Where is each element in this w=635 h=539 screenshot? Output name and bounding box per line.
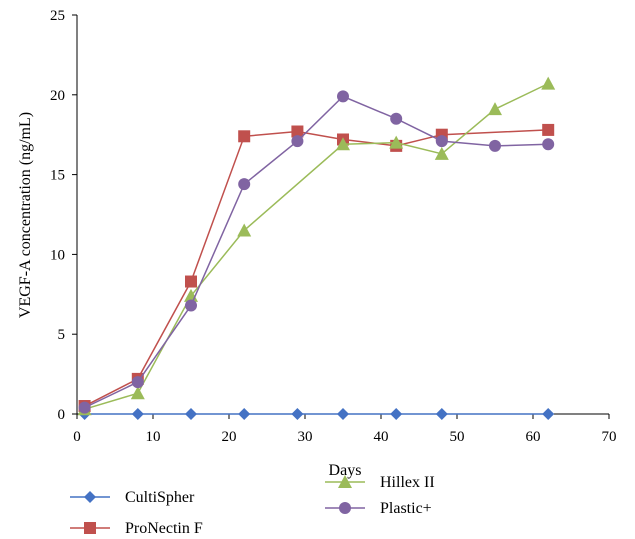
data-point [291, 135, 304, 148]
data-point [238, 130, 251, 143]
data-point [185, 408, 197, 420]
series-line [84, 95, 549, 409]
data-point [237, 223, 252, 237]
series-plastic- [78, 90, 555, 414]
x-tick-label: 0 [73, 429, 81, 445]
series-hillex-ii [77, 76, 556, 416]
legend-marker [338, 475, 352, 488]
legend-item: Plastic+ [325, 500, 432, 517]
data-point [291, 125, 304, 138]
y-tick-label: 20 [50, 88, 65, 104]
y-tick-label: 25 [50, 8, 65, 24]
data-point [489, 139, 501, 152]
y-tick-label: 5 [58, 327, 66, 343]
data-point [131, 376, 144, 389]
series-layer [77, 76, 556, 420]
x-tick-label: 30 [298, 429, 313, 445]
legend: CultiSpher ProNectin F Hillex II Plastic+ [70, 474, 435, 537]
data-point [389, 135, 404, 149]
data-point [131, 408, 144, 420]
data-point [542, 408, 555, 420]
x-tick-label: 50 [450, 429, 465, 445]
legend-label: Hillex II [380, 474, 435, 491]
y-axis-title: VEGF-A concentration (ng/mL) [17, 112, 34, 318]
data-point [541, 76, 556, 90]
data-point [542, 123, 555, 136]
data-point [337, 90, 349, 103]
data-point [78, 401, 91, 414]
legend-item: ProNectin F [70, 520, 203, 537]
legend-marker [84, 522, 96, 534]
y-tick-label: 15 [50, 168, 65, 184]
data-point [185, 299, 197, 312]
data-point [435, 408, 448, 420]
legend-label: ProNectin F [125, 520, 203, 537]
data-point [238, 408, 251, 420]
data-point [390, 408, 403, 420]
axes: 0 10 20 30 40 50 60 70 0 5 10 15 20 25 [50, 8, 617, 445]
y-tick-label: 0 [58, 407, 66, 423]
legend-label: CultiSpher [125, 489, 195, 506]
legend-label: Plastic+ [380, 500, 432, 517]
data-point [238, 178, 251, 191]
x-tick-label: 40 [374, 429, 389, 445]
data-point [435, 135, 448, 148]
data-point [488, 102, 502, 116]
legend-marker [339, 502, 351, 514]
data-point [390, 112, 403, 125]
series-cultispher [78, 408, 555, 420]
x-tick-label: 70 [602, 429, 617, 445]
data-point [336, 137, 350, 151]
legend-item: Hillex II [325, 474, 435, 491]
data-point [337, 408, 349, 420]
data-point [434, 146, 449, 160]
x-tick-label: 10 [146, 429, 161, 445]
data-point [542, 138, 555, 151]
x-tick-label: 60 [526, 429, 541, 445]
data-point [185, 275, 197, 288]
x-axis-title: Days [329, 462, 362, 479]
data-point [291, 408, 304, 420]
x-tick-label: 20 [222, 429, 237, 445]
y-tick-label: 10 [50, 247, 65, 263]
data-point [130, 386, 145, 400]
legend-item: CultiSpher [70, 489, 195, 506]
legend-marker [84, 491, 96, 503]
